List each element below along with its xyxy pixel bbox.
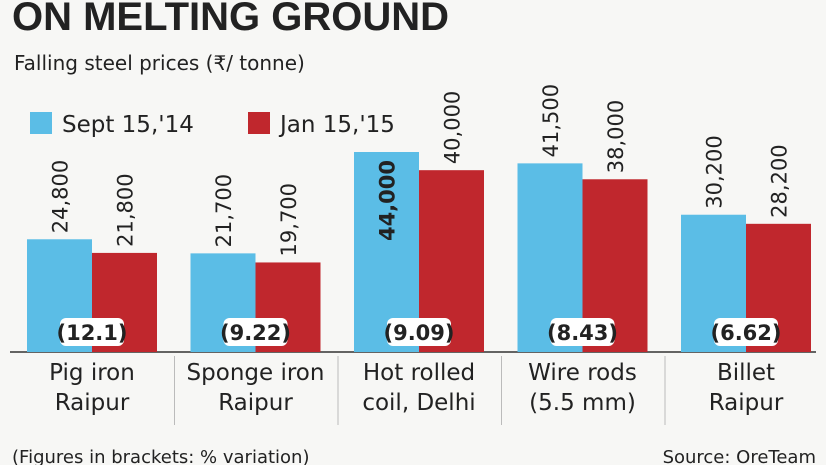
x-tick-label: Wire rods (5.5 mm)	[528, 360, 637, 416]
variation-box	[387, 318, 451, 346]
chart-title: ON MELTING GROUND	[12, 0, 449, 39]
legend-swatch	[248, 112, 270, 134]
value-label: 21,700	[212, 174, 236, 247]
variation-label: (12.1)	[56, 321, 127, 345]
footnote: (Figures in brackets: % variation)	[12, 447, 309, 465]
variation-box	[550, 318, 615, 346]
variation-box	[223, 318, 288, 346]
legend-label: Jan 15,'15	[278, 112, 395, 138]
value-label: 21,800	[114, 173, 138, 246]
x-tick-label: Hot rolled coil, Delhi	[362, 360, 476, 416]
x-tick-label: Pig iron Raipur	[49, 360, 135, 416]
value-label: 28,200	[768, 144, 792, 217]
variation-label: (9.22)	[220, 321, 291, 345]
source: Source: OreTeam	[663, 447, 816, 465]
variation-label: (6.62)	[710, 321, 781, 345]
value-label: 24,800	[49, 160, 73, 233]
value-label: 41,500	[539, 84, 563, 157]
value-label: 30,200	[703, 135, 727, 208]
variation-label: (8.43)	[547, 321, 618, 345]
chart-subtitle: Falling steel prices (₹/ tonne)	[14, 51, 305, 75]
legend-swatch	[30, 112, 52, 134]
variation-label: (9.09)	[383, 321, 454, 345]
legend-label: Sept 15,'14	[62, 112, 194, 138]
value-label: 40,000	[441, 91, 465, 164]
value-label: 19,700	[277, 183, 301, 256]
value-label: 38,000	[604, 100, 628, 173]
x-tick-label: Billet Raipur	[708, 360, 784, 416]
x-tick-label: Sponge iron Raipur	[186, 360, 325, 416]
variation-box	[60, 318, 124, 346]
value-label: 44,000	[376, 160, 400, 241]
variation-box	[714, 318, 778, 346]
